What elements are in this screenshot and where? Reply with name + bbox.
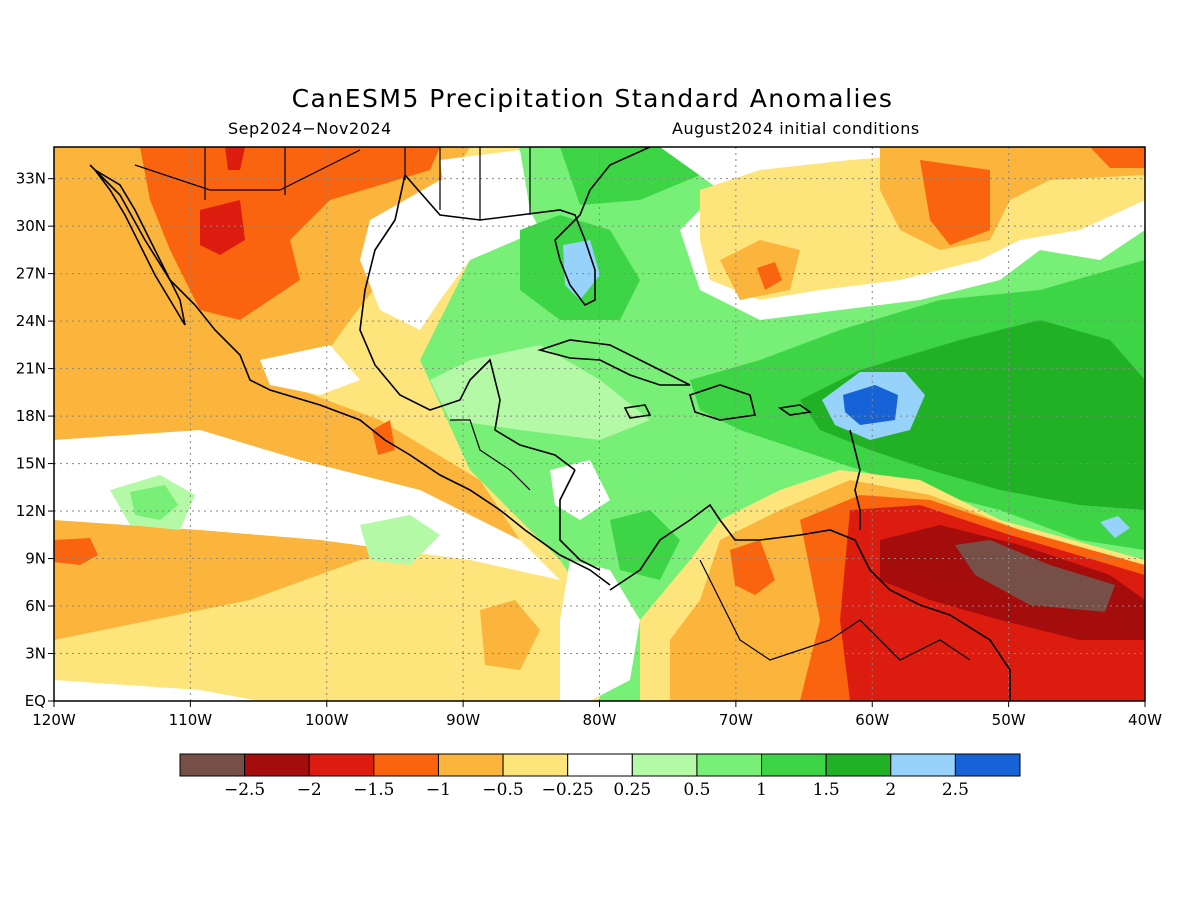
pacific-neutral-band — [54, 430, 560, 580]
lat-tick-label: 27N — [16, 265, 46, 283]
colorbar-swatch — [567, 753, 633, 777]
colorbar-label: −1.5 — [353, 780, 394, 800]
lon-tick-label: 50W — [992, 711, 1026, 729]
colorbar-swatch — [954, 753, 1021, 777]
colorbar-label: −1 — [426, 780, 451, 800]
colorbar-label: −2.5 — [224, 780, 265, 800]
coastline-us-gulf — [404, 147, 651, 307]
lat-tick-label: 21N — [16, 360, 46, 378]
atlantic-tropical-wet-core — [800, 320, 1145, 510]
coastline-cuba — [537, 339, 691, 386]
coastline-pacific-mexico — [89, 164, 611, 586]
coastline-south-america-north — [609, 503, 1011, 701]
atlantic-dry-core-east — [1090, 147, 1145, 168]
atlantic-wet-spot-east — [1100, 516, 1130, 538]
pacific-dry-spot-west — [54, 538, 98, 565]
lon-tick-label: 90W — [446, 711, 480, 729]
coastline-baja — [94, 169, 186, 326]
lon-tick-label: 70W — [719, 711, 753, 729]
lat-tick-label: 6N — [25, 597, 46, 615]
lon-tick-label: 120W — [32, 711, 76, 729]
coastline-hispaniola — [689, 384, 756, 421]
lat-tick-label: 12N — [16, 502, 46, 520]
colorbar-swatch — [696, 753, 763, 777]
coastlines — [89, 147, 1011, 701]
lon-tick-label: 80W — [583, 711, 617, 729]
atlantic-dry-spot — [757, 262, 782, 290]
coastline-central-america-east — [559, 469, 601, 571]
colorbar-label: 0.25 — [613, 780, 651, 800]
us-state-borders — [204, 147, 531, 220]
colorbar-swatch — [437, 753, 504, 777]
coastline-jamaica — [623, 404, 652, 419]
lon-tick-label: 110W — [169, 711, 213, 729]
coastline-puerto-rico — [777, 404, 813, 416]
lon-tick-label: 60W — [855, 711, 889, 729]
lat-tick-label: 30N — [16, 217, 46, 235]
coastline-gulf — [359, 174, 576, 471]
atlantic-dry-core-west — [920, 160, 990, 245]
lat-tick-label: 24N — [16, 312, 46, 330]
lon-tick-label: 40W — [1128, 711, 1162, 729]
south-america-borders — [699, 559, 971, 661]
pacific-neutral-south — [54, 680, 260, 701]
guiana-dry-max — [955, 540, 1115, 612]
colorbar-swatch — [631, 753, 698, 777]
pacific-neutral-coast — [260, 345, 360, 395]
mexico-core-dry-north — [225, 147, 245, 170]
colorbar-swatch — [502, 753, 569, 777]
lat-tick-label: 18N — [16, 407, 46, 425]
colorbar-swatch — [890, 753, 956, 777]
map-gridlines — [54, 147, 1145, 701]
colorbar: −2.5 −2 −1.5 −1 −0.5 −0.25 0.25 0.5 1 1.5 2 2.5 — [179, 753, 1021, 800]
colorbar-label: −0.5 — [482, 780, 523, 800]
forecast-period: Sep2024−Nov2024 — [228, 119, 392, 138]
caribbean-neutral-gap — [550, 460, 610, 520]
pacific-coast-dry-spot — [372, 420, 395, 455]
colorbar-swatch — [308, 753, 375, 777]
central-america-wet — [610, 510, 680, 580]
pacific-wet-patch-core — [130, 485, 178, 520]
central-america-borders — [450, 419, 531, 491]
pacific-dry-spot-south — [480, 600, 540, 670]
colorbar-label: 2 — [885, 780, 896, 800]
lat-tick-label: 15N — [16, 455, 46, 473]
map-title: CanESM5 Precipitation Standard Anomalies — [291, 84, 894, 113]
initial-conditions: August2024 initial conditions — [672, 119, 920, 138]
lat-tick-label: 3N — [25, 645, 46, 663]
lat-tick-label: EQ — [25, 692, 46, 710]
lat-tick-label: 33N — [16, 170, 46, 188]
country-borders — [134, 147, 971, 661]
colorbar-label: 2.5 — [942, 780, 969, 800]
atlantic-north-wet — [560, 147, 700, 205]
lat-tick-label: 9N — [25, 550, 46, 568]
colorbar-swatch — [373, 753, 439, 777]
atlantic-wet-max-core — [843, 385, 898, 425]
pacific-wet-patch-east — [360, 515, 440, 565]
colorbar-swatch — [244, 753, 310, 777]
colorbar-label: −2 — [297, 780, 322, 800]
map-axes: 120W 110W 100W 90W 80W 70W 60W 50W 40W EQ 3N 6N 9N 12… — [16, 170, 1162, 729]
colorbar-swatch — [825, 753, 892, 777]
venezuela-dry — [730, 540, 775, 595]
caribbean-neutral-south — [560, 560, 640, 701]
us-mexico-border — [134, 149, 361, 191]
colorbar-label: 1 — [756, 780, 767, 800]
lon-tick-label: 100W — [305, 711, 349, 729]
colorbar-swatch — [761, 753, 827, 777]
colorbar-label: 1.5 — [813, 780, 840, 800]
colorbar-label: −0.25 — [542, 780, 594, 800]
colorbar-swatch — [179, 753, 246, 777]
coastline-lesser-antilles — [849, 429, 861, 530]
colorbar-label: 0.5 — [683, 780, 710, 800]
mexico-core-dry-region — [200, 200, 245, 255]
